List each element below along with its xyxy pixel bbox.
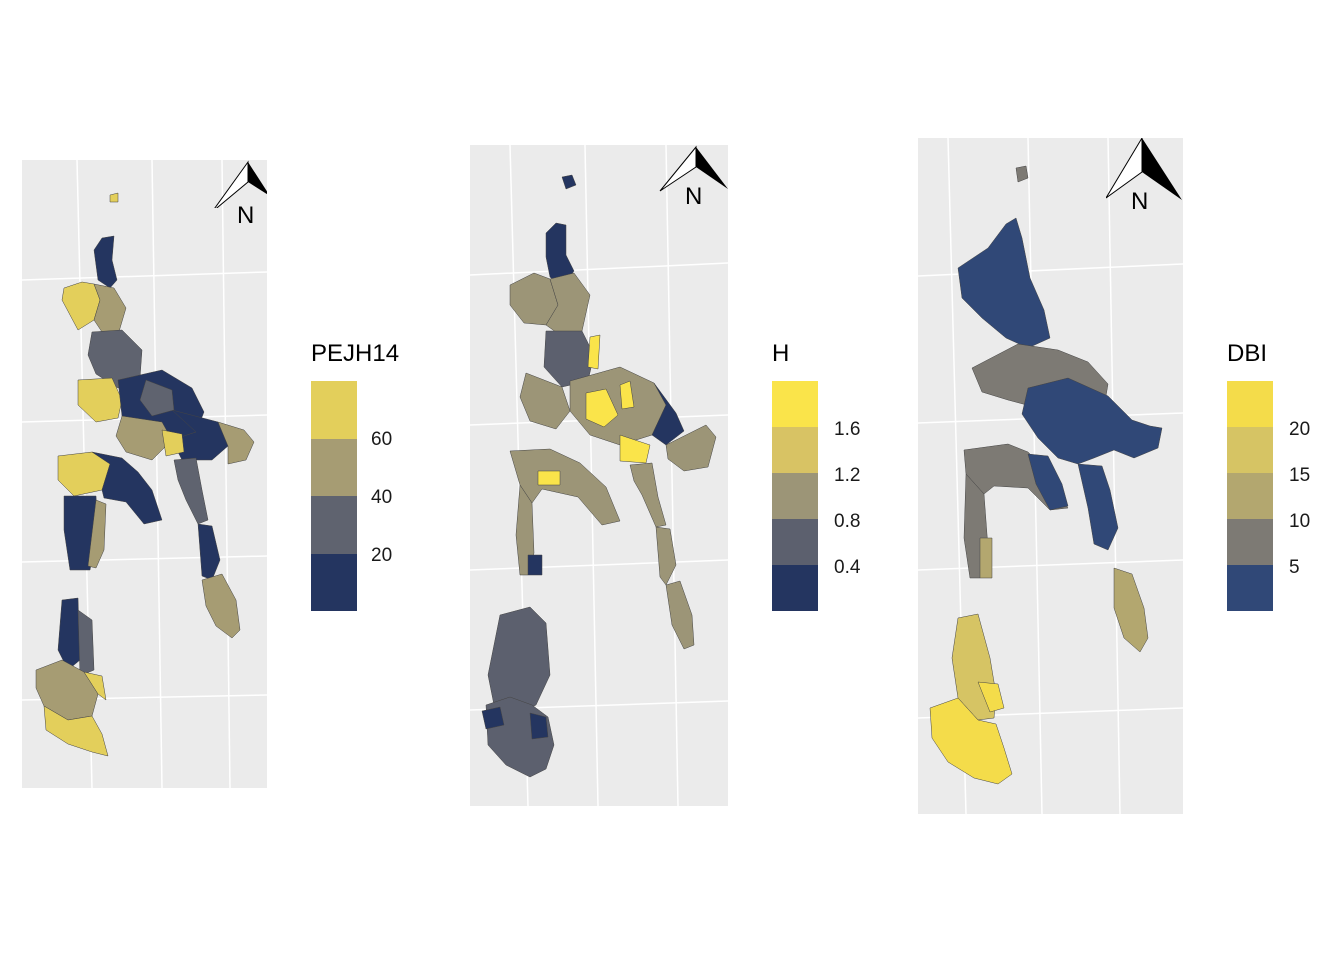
north-label: N: [237, 202, 255, 229]
districts: [929, 165, 1163, 785]
legend-color-swatch: [772, 565, 818, 611]
north-arrow-icon: [1106, 138, 1182, 200]
map-panel-pejh14: N: [22, 160, 267, 788]
legend-color-swatch: [311, 553, 357, 611]
legend-color-swatch: [311, 381, 357, 439]
north-arrow: N: [210, 160, 267, 232]
legend-tick-label: 40: [371, 487, 393, 508]
legend-color-swatch: [311, 438, 357, 496]
legend-tick-label: 5: [1289, 557, 1300, 578]
legend-tick-label: 0.8: [834, 511, 861, 532]
legend-color-bar: [772, 381, 818, 611]
legend-tick-label: 20: [371, 545, 393, 566]
legend-color-swatch: [1227, 565, 1273, 611]
legend-color-swatch: [311, 496, 357, 554]
legend-color-bar: [311, 381, 357, 611]
north-arrow-icon: [659, 145, 728, 192]
legend-color-swatch: [1227, 427, 1273, 473]
legend-color-swatch: [772, 381, 818, 427]
legend-tick-label: 10: [1289, 511, 1311, 532]
map-panel-dbi: N: [918, 138, 1183, 814]
legend-color-swatch: [1227, 519, 1273, 565]
legend-tick-label: 15: [1289, 465, 1311, 486]
legend-tick-label: 20: [1289, 419, 1311, 440]
legend-color-swatch: [1227, 473, 1273, 519]
legend-color-bar: [1227, 381, 1273, 611]
map-canvas-pejh14: [22, 160, 267, 788]
legend-title: PEJH14: [311, 340, 400, 367]
north-label: N: [1131, 188, 1149, 215]
north-label: N: [685, 183, 703, 210]
legend-h: H 1.6 1.2 0.8 0.4: [772, 340, 892, 620]
map-canvas-h: [470, 145, 728, 806]
legend-dbi: DBI 20 15 10 5: [1227, 340, 1337, 620]
legend-tick-label: 0.4: [834, 557, 861, 578]
map-canvas-dbi: [918, 138, 1183, 814]
legend-color-swatch: [772, 473, 818, 519]
map-panel-h: N: [470, 145, 728, 806]
north-arrow: N: [658, 145, 728, 217]
north-arrow-icon: [214, 160, 267, 208]
legend-tick-label: 1.6: [834, 419, 861, 440]
legend-color-swatch: [772, 519, 818, 565]
legend-tick-label: 60: [371, 429, 393, 450]
legend-color-swatch: [1227, 381, 1273, 427]
legend-pejh14: PEJH14 60 40 20: [311, 340, 451, 620]
legend-tick-label: 1.2: [834, 465, 861, 486]
legend-title: DBI: [1227, 340, 1268, 367]
north-arrow: N: [1106, 138, 1183, 218]
districts: [35, 192, 255, 757]
districts: [481, 174, 717, 778]
legend-title: H: [772, 340, 790, 367]
legend-color-swatch: [772, 427, 818, 473]
